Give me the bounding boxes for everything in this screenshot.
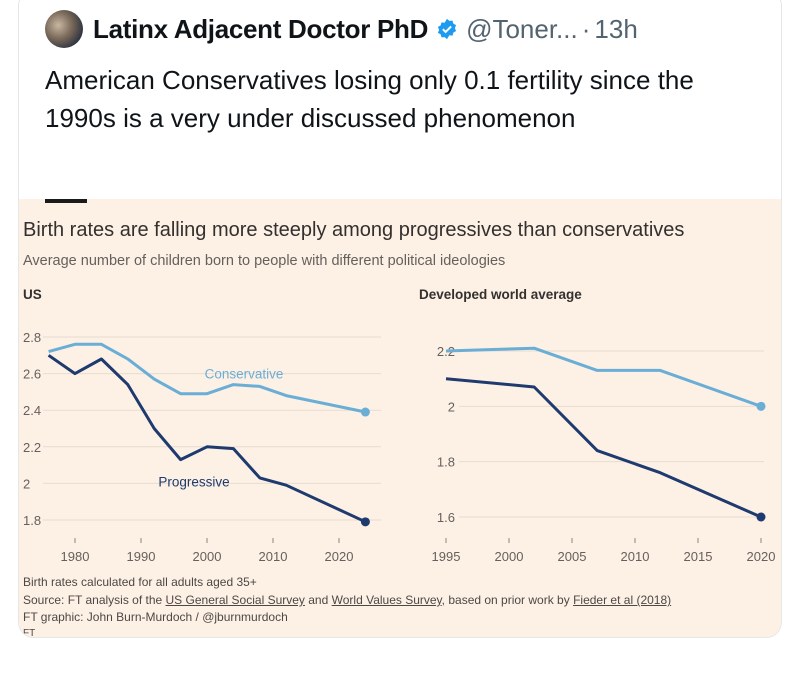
y-tick-label-developed: 2 bbox=[448, 399, 455, 414]
x-tick-label-developed: 1995 bbox=[432, 549, 461, 564]
end-point-developed-conservative bbox=[756, 401, 766, 411]
ft-accent-bar bbox=[45, 199, 87, 203]
x-tick-label-us: 1980 bbox=[61, 549, 90, 564]
source-mid2: , based on prior work by bbox=[441, 593, 574, 607]
x-tick-label-us: 2000 bbox=[193, 549, 222, 564]
author-handle[interactable]: @Toner... bbox=[466, 13, 578, 44]
source-line: Source: FT analysis of the US General So… bbox=[23, 593, 671, 607]
wvs-link[interactable]: World Values Survey bbox=[331, 593, 442, 607]
y-tick-label-us: 2.8 bbox=[23, 330, 41, 345]
footnote: Birth rates calculated for all adults ag… bbox=[23, 575, 257, 589]
chart-title: Birth rates are falling more steeply amo… bbox=[23, 219, 685, 241]
y-tick-label-us: 2 bbox=[23, 476, 30, 491]
x-tick-label-developed: 2020 bbox=[747, 549, 776, 564]
tweet-header: Latinx Adjacent Doctor PhD @Toner... · 1… bbox=[45, 9, 638, 49]
chart-subtitle: Average number of children born to peopl… bbox=[23, 253, 506, 269]
author-name[interactable]: Latinx Adjacent Doctor PhD bbox=[93, 13, 429, 44]
verified-badge-icon bbox=[437, 18, 457, 40]
y-tick-label-us: 1.8 bbox=[23, 513, 41, 528]
x-tick-label-us: 2020 bbox=[325, 549, 354, 564]
series-line-developed-conservative bbox=[445, 346, 762, 408]
source-prefix: Source: FT analysis of the bbox=[23, 593, 166, 607]
x-tick-label-developed: 2015 bbox=[684, 549, 713, 564]
x-tick-label-us: 2010 bbox=[259, 549, 288, 564]
y-tick-label-us: 2.4 bbox=[23, 403, 41, 418]
x-tick-label-us: 1990 bbox=[127, 549, 156, 564]
tweet-text: American Conservatives losing only 0.1 f… bbox=[45, 65, 694, 133]
panel-title-developed: Developed world average bbox=[419, 287, 582, 302]
timestamp[interactable]: 13h bbox=[594, 13, 638, 44]
avatar[interactable] bbox=[45, 10, 83, 48]
series-line-developed-progressive bbox=[445, 377, 762, 519]
end-point-us-progressive bbox=[360, 517, 370, 527]
gss-link[interactable]: US General Social Survey bbox=[165, 593, 305, 607]
chart-image[interactable]: Birth rates are falling more steeply amo… bbox=[19, 199, 781, 637]
series-line-us-conservative bbox=[48, 342, 366, 414]
series-line-us-progressive bbox=[47, 354, 367, 524]
panel-title-us: US bbox=[23, 287, 42, 302]
ft-logo: FT bbox=[23, 628, 36, 636]
tweet-card[interactable]: Latinx Adjacent Doctor PhD @Toner... · 1… bbox=[18, 0, 782, 638]
y-tick-label-us: 2.6 bbox=[23, 367, 41, 382]
separator: · bbox=[581, 13, 591, 44]
fieder-link[interactable]: Fieder et al (2018) bbox=[573, 593, 672, 607]
series-label-progressive: Progressive bbox=[158, 474, 229, 489]
x-tick-label-developed: 2005 bbox=[558, 549, 587, 564]
source-mid: and bbox=[304, 593, 332, 607]
series-label-conservative: Conservative bbox=[205, 367, 284, 382]
end-point-us-conservative bbox=[360, 407, 370, 417]
end-point-developed-progressive bbox=[756, 512, 766, 522]
y-tick-label-developed: 1.8 bbox=[437, 455, 455, 470]
y-tick-label-developed: 1.6 bbox=[437, 510, 455, 525]
credit: FT graphic: John Burn-Murdoch / @jburnmu… bbox=[23, 610, 288, 624]
charts-svg: 1.8 2 2.2 2.4 2.6 2.8 1980 1990 2000 2010 2020 Cons… bbox=[23, 330, 776, 564]
x-tick-label-developed: 2010 bbox=[621, 549, 650, 564]
x-tick-label-developed: 2000 bbox=[495, 549, 524, 564]
y-tick-label-us: 2.2 bbox=[23, 440, 41, 455]
y-tick-label-developed: 2.2 bbox=[437, 344, 455, 359]
